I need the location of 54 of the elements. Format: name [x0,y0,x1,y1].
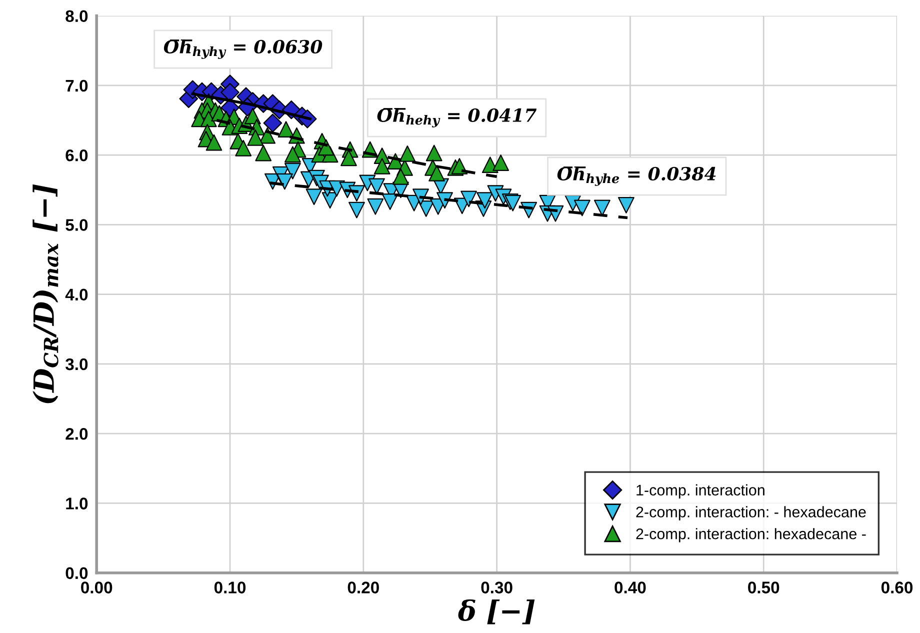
point [367,198,384,215]
point [368,178,385,195]
point [399,146,416,162]
legend-label: 1-comp. interaction [636,484,764,499]
x-tick-label: 0.00 [81,582,112,594]
annotation: O̅h̅$_{hyhe}$ = 0.0384 [557,166,716,186]
point [318,139,334,156]
x-tick-label: 0.30 [481,582,512,594]
x-tick-label: 0.10 [214,582,246,594]
point [428,164,445,182]
point [235,140,252,156]
point [451,158,468,174]
point [278,121,294,138]
y-tick-label: 7.0 [66,80,88,92]
point [374,158,390,174]
point [200,110,217,128]
point [340,150,357,166]
legend-label: 2-comp. interaction: hexadecane - [636,528,866,542]
legend-label: 2-comp. interaction: - hexadecane [636,506,866,520]
point [220,83,240,102]
y-tick-label: 3.0 [65,358,88,370]
x-tick-label: 0.40 [614,582,646,594]
y-tick-label: 6.0 [66,149,88,162]
y-tick-label: 8.0 [66,10,88,22]
annotation: O̅h̅$_{hehy}$ = 0.0417 [377,108,537,128]
point [492,154,509,171]
point [574,200,590,216]
point [392,168,409,185]
point [476,192,493,209]
point [306,188,322,206]
y-tick-label: 2.0 [66,428,88,440]
point [618,197,634,214]
point [247,129,264,146]
point [255,144,272,162]
y-axis-title: (D$_{CR}$/D)$_{max}$ [−] [32,184,58,404]
x-tick-label: 0.60 [881,582,913,594]
x-tick-label: 0.20 [348,582,379,594]
annotation: O̅h̅$_{hyhy}$ = 0.0630 [164,39,322,59]
x-axis-title: δ [−] [458,599,535,624]
point [426,144,442,162]
y-tick-label: 0.0 [66,567,88,580]
y-tick-label: 1.0 [66,498,88,510]
point [382,194,398,210]
y-tick-label: 4.0 [65,288,88,301]
point [284,162,301,180]
y-tick-label: 5.0 [66,219,88,231]
point [206,134,222,151]
point [263,114,282,132]
point [504,194,521,212]
point [460,190,477,208]
point [276,173,293,190]
x-tick-label: 0.50 [748,582,780,594]
point [284,146,301,163]
point [348,202,365,218]
